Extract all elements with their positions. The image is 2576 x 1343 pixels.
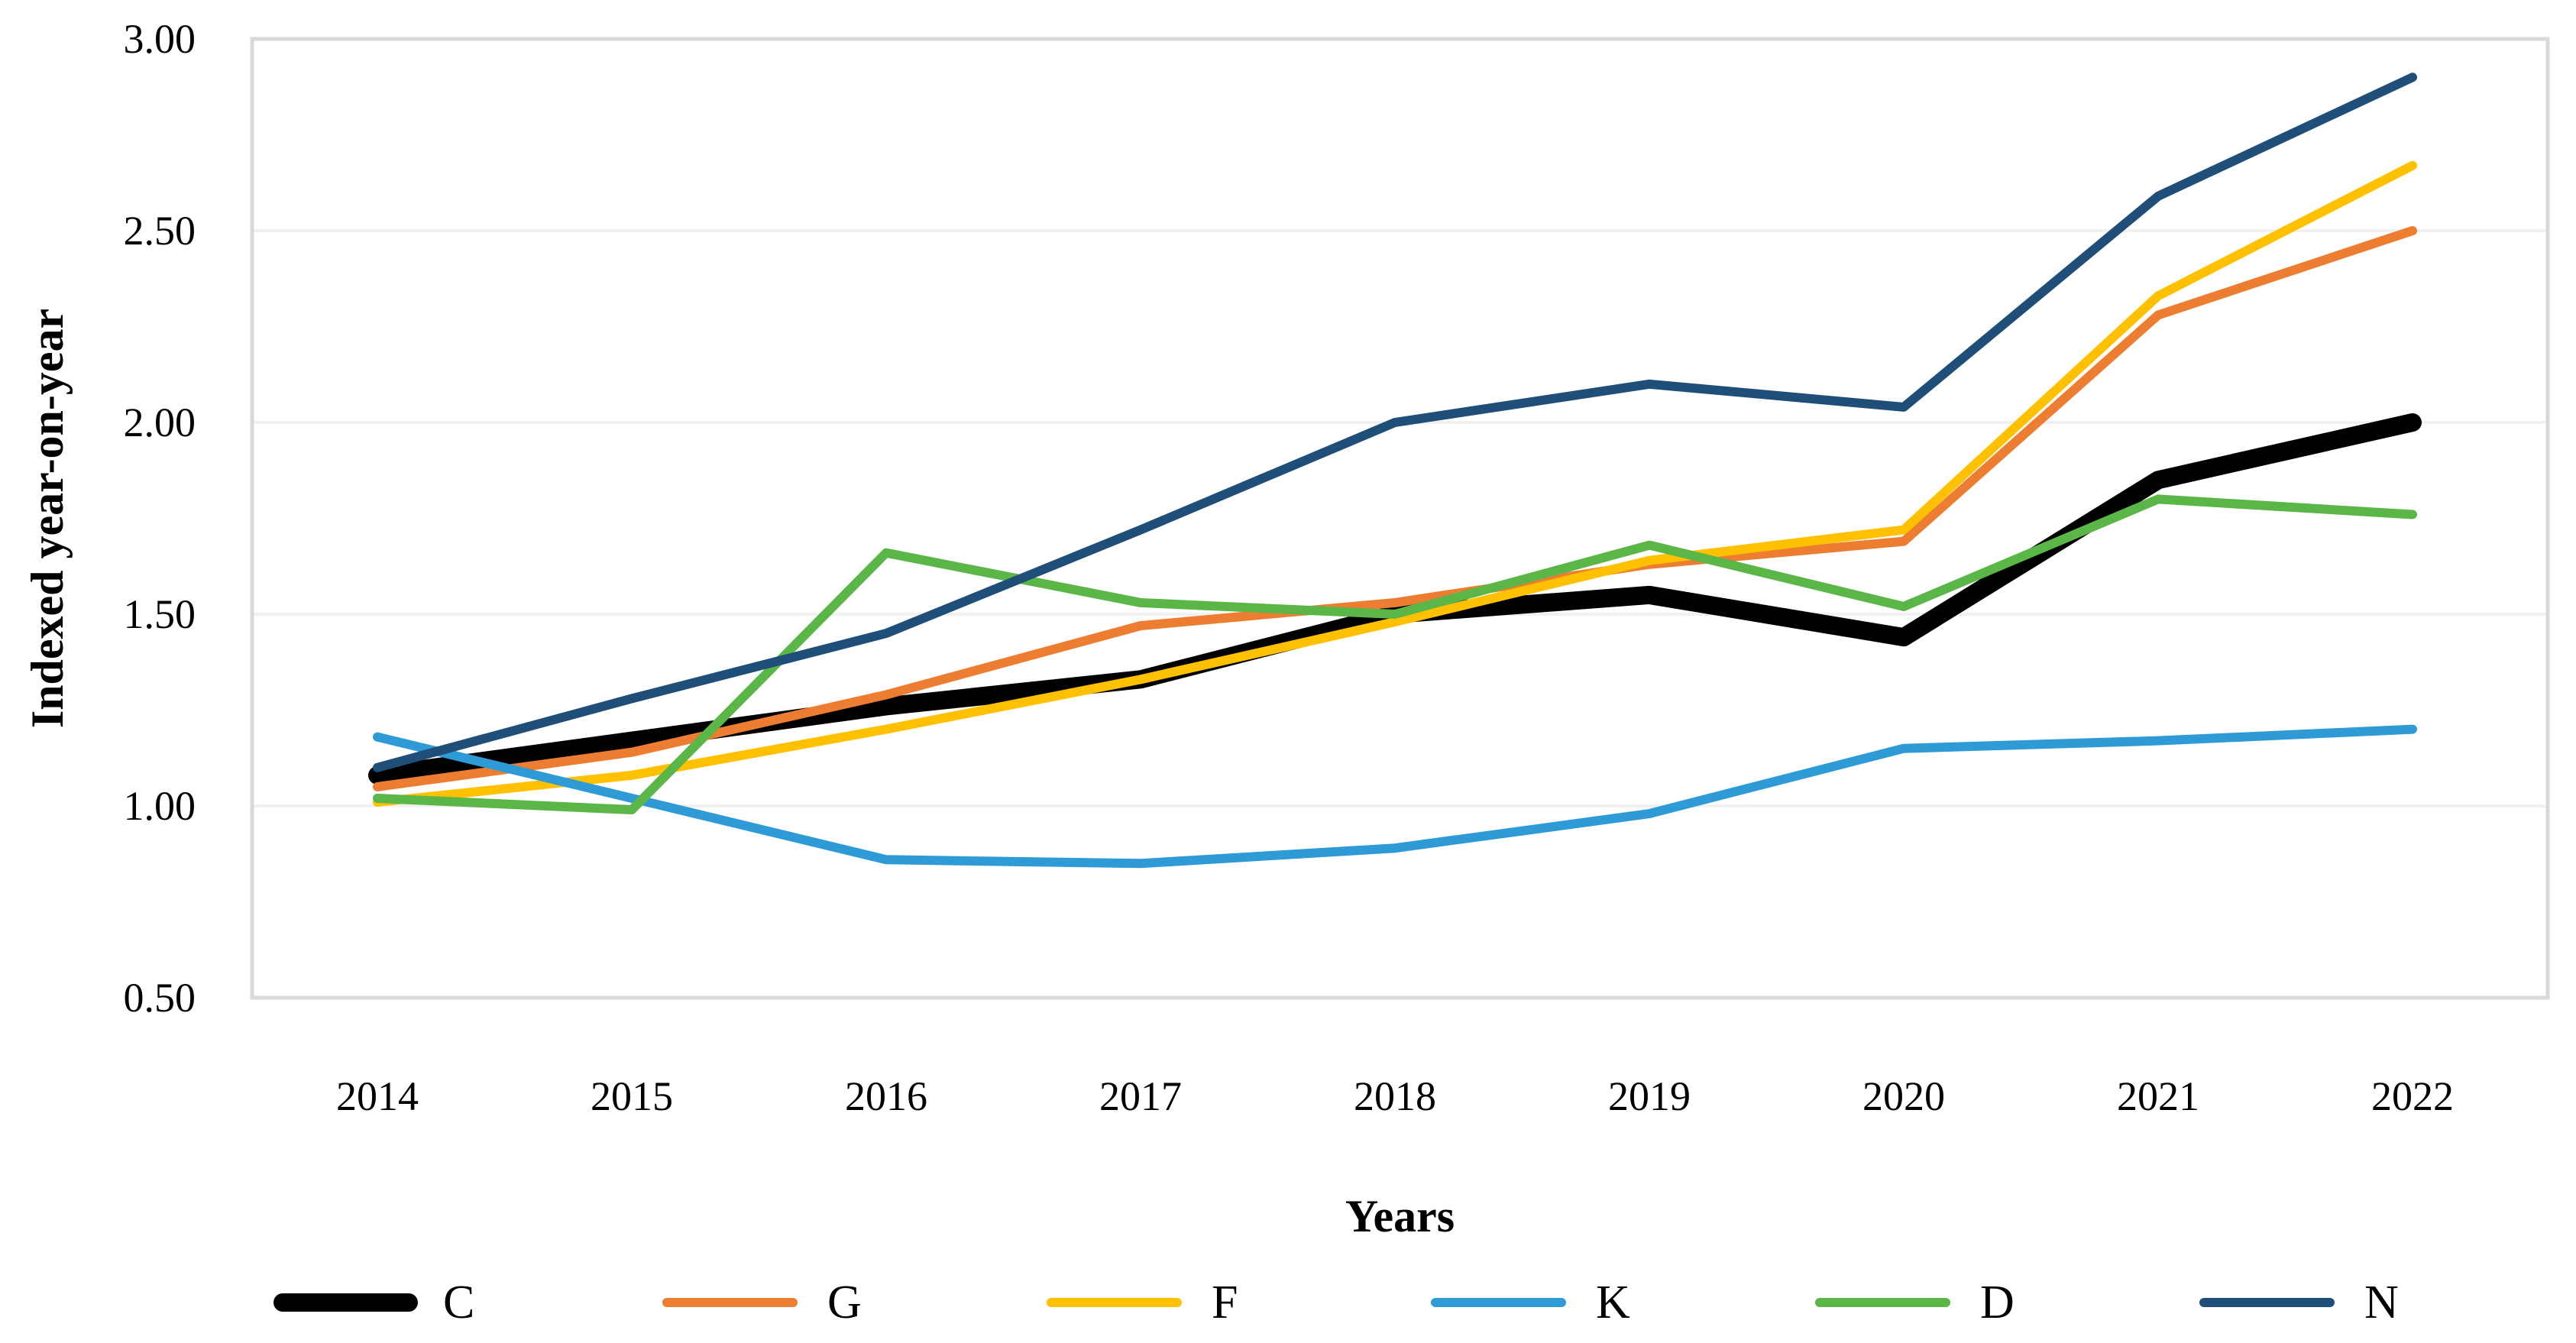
x-tick-label: 2019 (1608, 1073, 1691, 1119)
x-tick-label: 2018 (1354, 1073, 1436, 1119)
series-line-G (373, 226, 2417, 791)
series-line-N (373, 73, 2417, 772)
axis-labels-layer: 0.50 1.00 1.50 2.00 2.50 3.00 2014 2015 2016 2017… (22, 16, 2454, 1241)
series-line-K (373, 724, 2417, 869)
x-tick-label: 2015 (591, 1073, 673, 1119)
series-lines-layer (368, 73, 2422, 869)
plot-border-layer (250, 37, 2550, 1000)
legend-label-N: N (2364, 1277, 2399, 1328)
legend-label-G: G (827, 1277, 862, 1328)
x-tick-label: 2016 (845, 1073, 927, 1119)
legend-label-F: F (1212, 1277, 1238, 1328)
y-tick-label: 2.50 (124, 208, 196, 254)
legend-label-C: C (443, 1277, 474, 1328)
x-tick-label: 2020 (1862, 1073, 1945, 1119)
legend-label-D: D (1980, 1277, 2015, 1328)
x-tick-label: 2017 (1099, 1073, 1182, 1119)
x-tick-label: 2022 (2371, 1073, 2454, 1119)
x-tick-label: 2014 (336, 1073, 419, 1119)
series-line-F (373, 160, 2417, 807)
y-tick-label: 3.00 (124, 16, 196, 62)
y-tick-label: 1.00 (124, 783, 196, 829)
plot-border (250, 37, 2550, 1000)
y-tick-label: 1.50 (124, 591, 196, 637)
y-axis-title: Indexed year-on-year (22, 309, 73, 728)
gridlines-layer (252, 229, 2548, 807)
x-tick-label: 2021 (2117, 1073, 2199, 1119)
y-tick-label: 0.50 (124, 975, 196, 1021)
y-tick-label: 2.00 (124, 400, 196, 445)
series-line-D (373, 494, 2417, 815)
legend-label-K: K (1596, 1277, 1630, 1328)
x-axis-title: Years (1345, 1191, 1455, 1241)
